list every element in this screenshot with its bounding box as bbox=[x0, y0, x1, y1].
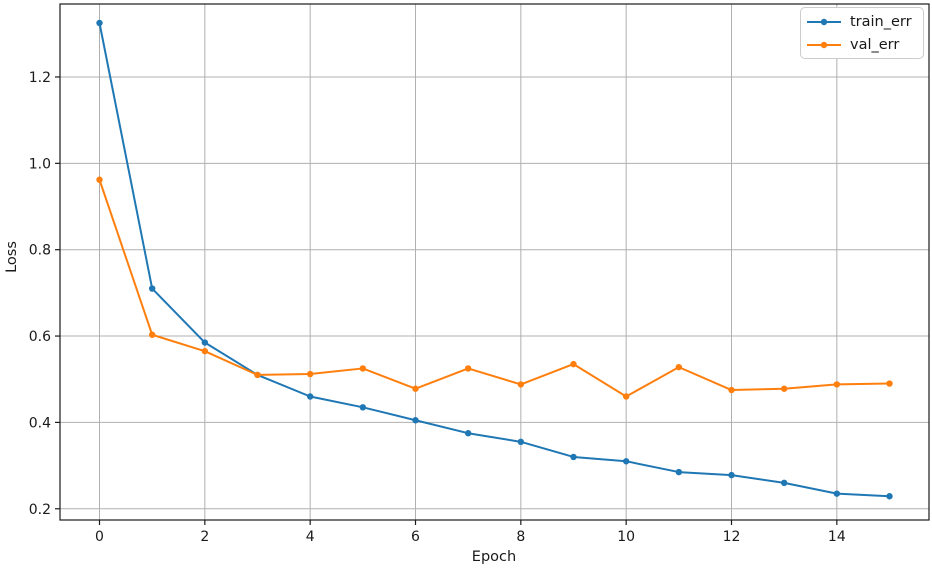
x-ticklabel-6: 6 bbox=[411, 529, 420, 545]
legend-item-train-err: train_err bbox=[805, 11, 923, 33]
legend-label-val-err: val_err bbox=[850, 36, 900, 53]
x-axis-title: Epoch bbox=[472, 549, 516, 565]
marker-train_err-epoch-5 bbox=[359, 404, 367, 411]
marker-val_err-epoch-10 bbox=[622, 393, 630, 400]
marker-val_err-epoch-6 bbox=[412, 385, 419, 392]
legend-marker-icon bbox=[820, 18, 828, 25]
marker-train_err-epoch-6 bbox=[412, 417, 419, 424]
marker-train_err-epoch-15 bbox=[886, 493, 893, 500]
marker-train_err-epoch-8 bbox=[517, 438, 525, 446]
legend-label-train-err: train_err bbox=[850, 13, 912, 30]
marker-train_err-epoch-10 bbox=[622, 458, 630, 465]
marker-train_err-epoch-4 bbox=[306, 393, 314, 400]
marker-train_err-epoch-1 bbox=[148, 285, 156, 292]
series-layer bbox=[96, 19, 893, 500]
x-ticklabel-0: 0 bbox=[95, 529, 104, 545]
legend: train_err val_err bbox=[800, 7, 924, 59]
marker-val_err-epoch-13 bbox=[780, 385, 788, 392]
marker-val_err-epoch-14 bbox=[833, 381, 841, 388]
series-line-train_err bbox=[98, 21, 891, 498]
marker-train_err-epoch-13 bbox=[780, 479, 788, 487]
y-axis-title: Loss bbox=[4, 241, 20, 273]
y-ticklabel-1.2: 1.2 bbox=[29, 70, 51, 86]
marker-val_err-epoch-7 bbox=[464, 365, 472, 372]
marker-train_err-epoch-12 bbox=[728, 471, 735, 479]
x-ticklabel-12: 12 bbox=[723, 529, 741, 545]
x-ticklabel-14: 14 bbox=[828, 529, 846, 545]
x-ticklabel-2: 2 bbox=[200, 529, 209, 545]
marker-train_err-epoch-7 bbox=[464, 430, 472, 437]
marker-train_err-epoch-14 bbox=[833, 490, 841, 497]
x-ticklabel-8: 8 bbox=[516, 529, 525, 545]
marker-train_err-epoch-0 bbox=[96, 19, 103, 27]
marker-train_err-epoch-11 bbox=[675, 468, 683, 476]
marker-train_err-epoch-9 bbox=[570, 453, 577, 461]
y-ticklabel-0.8: 0.8 bbox=[29, 243, 51, 259]
marker-val_err-epoch-12 bbox=[728, 386, 735, 394]
marker-val_err-epoch-15 bbox=[886, 380, 893, 387]
marker-val_err-epoch-1 bbox=[148, 331, 156, 338]
y-ticklabel-0.2: 0.2 bbox=[29, 502, 51, 518]
x-ticklabel-4: 4 bbox=[306, 529, 315, 545]
marker-val_err-epoch-2 bbox=[201, 347, 209, 355]
marker-train_err-epoch-2 bbox=[201, 339, 209, 346]
y-ticklabel-1: 1.0 bbox=[29, 156, 51, 172]
legend-line-sample-train bbox=[807, 18, 841, 25]
y-ticklabel-0.6: 0.6 bbox=[29, 329, 51, 345]
marker-val_err-epoch-9 bbox=[570, 360, 577, 368]
marker-val_err-epoch-3 bbox=[254, 371, 261, 379]
x-ticklabel-10: 10 bbox=[617, 529, 635, 545]
legend-item-val-err: val_err bbox=[805, 34, 923, 56]
marker-val_err-epoch-0 bbox=[96, 176, 103, 183]
legend-line-sample-val bbox=[807, 41, 841, 48]
series-line-val_err bbox=[98, 178, 891, 398]
y-ticklabel-0.4: 0.4 bbox=[29, 415, 51, 431]
marker-val_err-epoch-5 bbox=[359, 365, 367, 372]
grid-layer bbox=[60, 4, 929, 520]
marker-val_err-epoch-4 bbox=[306, 370, 314, 378]
legend-marker-icon bbox=[820, 41, 828, 48]
marker-val_err-epoch-8 bbox=[517, 381, 525, 388]
axes-layer: 0 2 4 6 8 10 12 14 0.2 0.4 0.6 0.8 1.0 1.2 bbox=[29, 3, 930, 545]
axes-spines bbox=[59, 3, 930, 521]
marker-val_err-epoch-11 bbox=[675, 363, 683, 371]
